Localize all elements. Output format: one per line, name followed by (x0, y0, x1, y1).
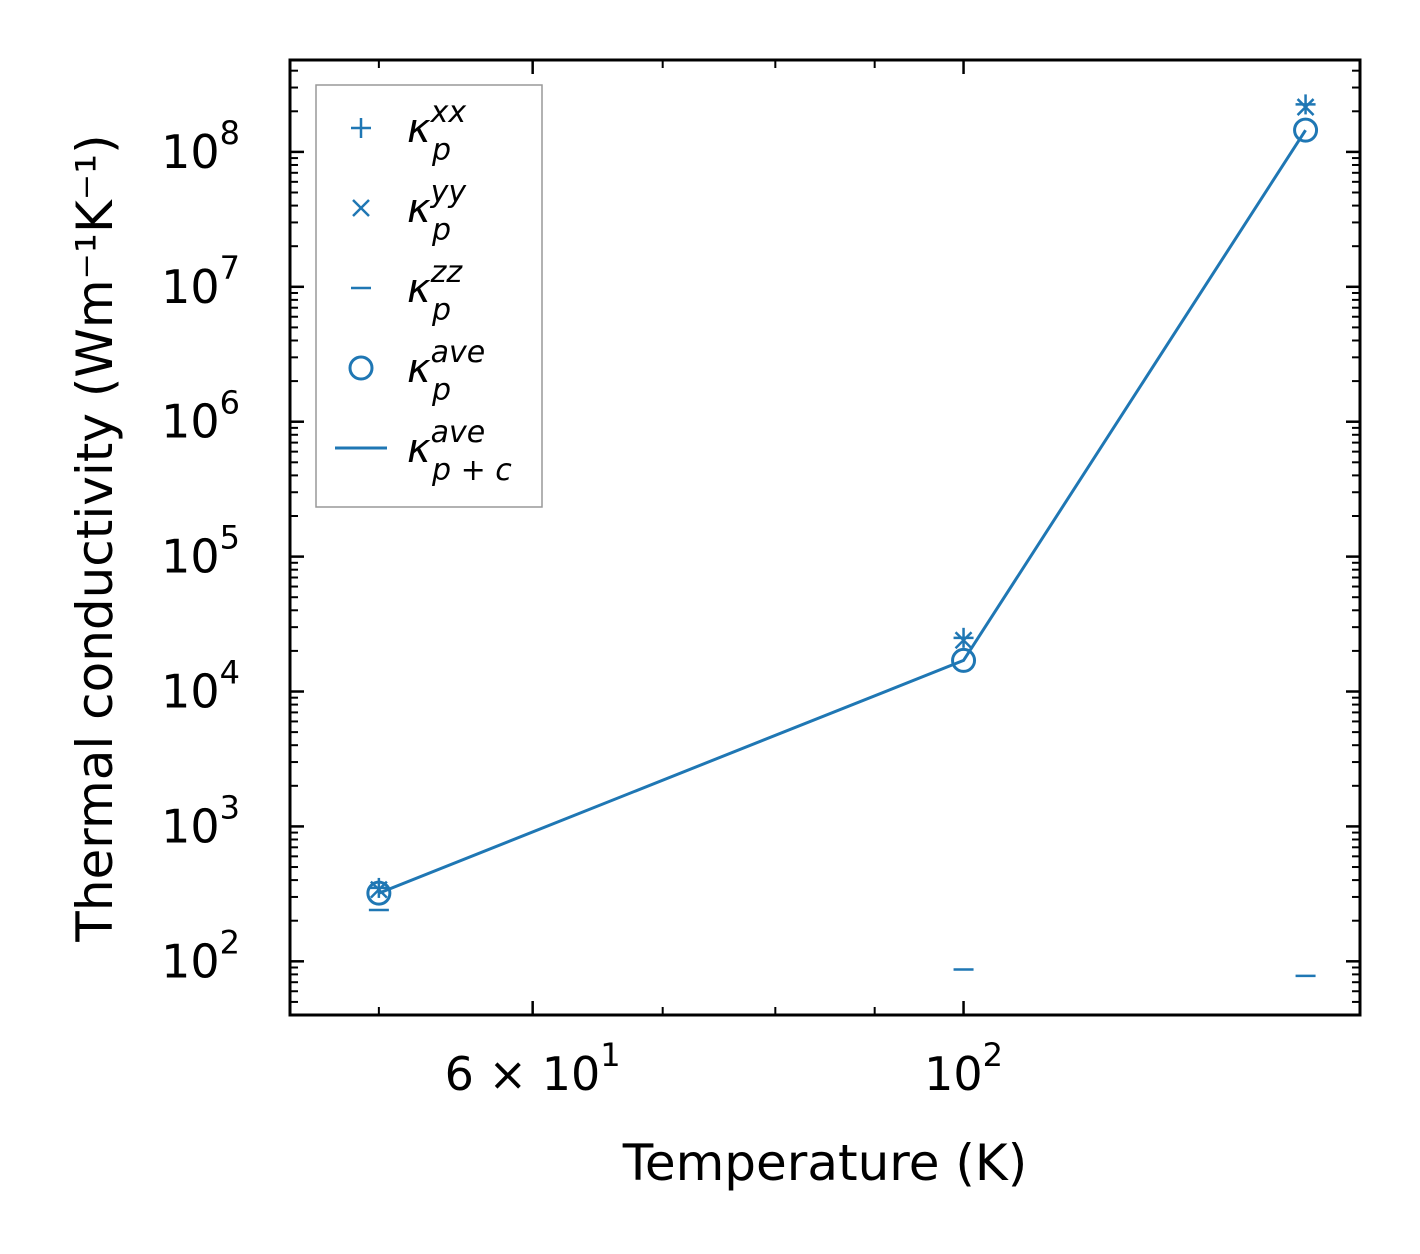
legend-marker-b (352, 199, 370, 217)
x-tick-labels: 6 × 101 102 (445, 1036, 1003, 1101)
y-tick-label: 105 (161, 519, 240, 584)
data-point-circle (951, 647, 977, 673)
major-ticks (290, 60, 1360, 1015)
data-point-circle (366, 880, 392, 906)
y-tick-label: 108 (161, 114, 240, 179)
y-tick-label: 103 (161, 788, 240, 853)
series-line (378, 129, 1307, 895)
y-tick-label: 104 (161, 654, 240, 719)
plot-series (366, 94, 1319, 978)
y-tick-label: 102 (161, 923, 240, 988)
x-tick-label: 102 (924, 1036, 1003, 1101)
y-tick-label: 106 (161, 384, 240, 449)
data-point-plus (1295, 94, 1316, 115)
legend-label: κzz p (407, 255, 463, 328)
legend-label: κave p + c (407, 415, 512, 488)
y-tick-labels: 102 103 104 105 106 107 108 (161, 114, 240, 988)
data-point-circle (1293, 117, 1319, 143)
series-2 (368, 908, 1316, 978)
data-point-x (954, 631, 973, 650)
legend-marker (351, 118, 371, 138)
legend-marker (348, 355, 374, 381)
data-point-x (1296, 98, 1315, 116)
legend-label: κave p (407, 335, 485, 408)
y-axis-title: Thermal conductivity (Wm⁻¹K⁻¹) (66, 134, 124, 942)
series-3 (366, 117, 1319, 906)
x-axis-title: Temperature (K) (622, 1134, 1027, 1192)
legend-frame (315, 84, 543, 508)
legend-label: κyy p (407, 175, 467, 248)
series-4 (378, 129, 1307, 895)
x-tick-label: 6 × 101 (445, 1036, 621, 1101)
legend-label: κxx p (407, 95, 466, 168)
plot-frame (288, 58, 1362, 1017)
data-point-plus (953, 627, 974, 648)
y-tick-label: 107 (161, 249, 240, 314)
data-point-x-b (954, 631, 973, 650)
data-point-x-b (1296, 98, 1315, 116)
legend-marker (352, 199, 370, 217)
